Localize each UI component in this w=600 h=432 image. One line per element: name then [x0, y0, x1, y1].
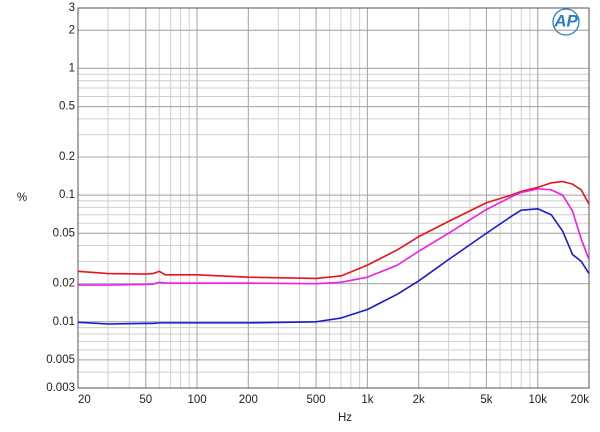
y-tick-label: 0.2 [59, 151, 75, 163]
plot-frame [77, 7, 590, 389]
y-axis-label: % [17, 192, 27, 204]
x-tick-label: 2k [413, 394, 425, 406]
y-tick-label: 1 [69, 62, 75, 74]
x-tick-label: 20k [570, 394, 589, 406]
x-tick-label: 20 [78, 394, 91, 406]
x-tick-label: 5k [480, 394, 492, 406]
logo: AP [553, 11, 578, 30]
y-tick-label: 0.5 [59, 101, 75, 113]
x-tick-label: 500 [307, 394, 326, 406]
x-axis-label: Hz [338, 412, 352, 424]
x-tick-label: 50 [139, 394, 152, 406]
x-tick-label: 10k [528, 394, 547, 406]
y-tick-label: 0.003 [46, 382, 75, 394]
x-tick-label: 1k [361, 394, 373, 406]
y-tick-label: 0.005 [46, 354, 75, 366]
y-tick-label: 0.02 [53, 278, 75, 290]
y-tick-label: 0.05 [53, 227, 75, 239]
grid [77, 7, 590, 389]
y-tick-label: 2 [69, 24, 75, 36]
data-line [77, 207, 590, 325]
y-tick-label: 0.01 [53, 316, 75, 328]
logo-ring [552, 8, 580, 36]
y-tick-label: 0.1 [59, 189, 75, 201]
x-tick-label: 200 [239, 394, 258, 406]
x-tick-label: 100 [187, 394, 206, 406]
y-tick-label: 3 [69, 2, 75, 14]
data-line [78, 188, 590, 286]
data-line [77, 180, 590, 280]
